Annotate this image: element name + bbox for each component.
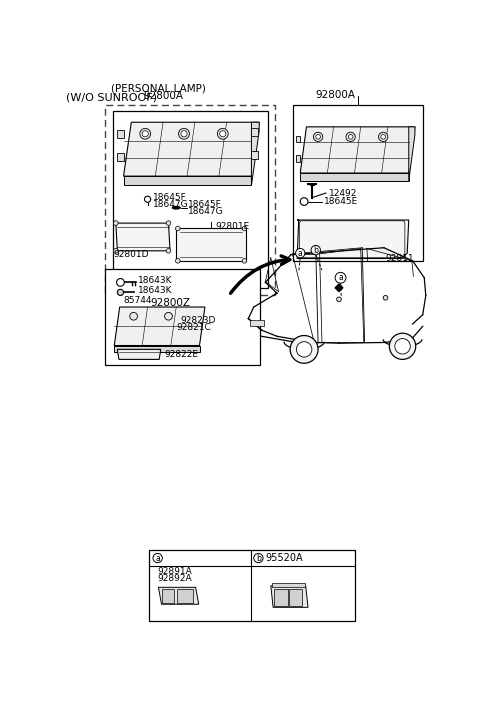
Circle shape: [220, 130, 226, 137]
Circle shape: [242, 226, 247, 231]
Circle shape: [389, 333, 416, 359]
Circle shape: [381, 135, 385, 139]
Bar: [149, 551, 355, 621]
Circle shape: [242, 259, 247, 263]
Bar: [162, 589, 174, 603]
Circle shape: [117, 290, 123, 295]
Text: 92800A: 92800A: [315, 90, 355, 100]
Polygon shape: [176, 229, 246, 261]
Circle shape: [113, 221, 118, 225]
Circle shape: [117, 278, 124, 286]
Bar: [252, 151, 258, 159]
Text: 18647G: 18647G: [153, 200, 189, 209]
Text: 18645E: 18645E: [324, 197, 358, 206]
Polygon shape: [123, 176, 252, 186]
Text: 92811: 92811: [385, 254, 414, 263]
Bar: [272, 584, 305, 587]
Bar: [105, 269, 260, 365]
Bar: [113, 110, 268, 288]
Circle shape: [379, 132, 388, 141]
Circle shape: [254, 554, 263, 563]
Circle shape: [165, 313, 172, 320]
Circle shape: [383, 295, 388, 300]
Circle shape: [166, 249, 171, 253]
Polygon shape: [114, 346, 200, 352]
Text: b: b: [256, 554, 261, 563]
Circle shape: [313, 132, 323, 141]
Text: 95520A: 95520A: [265, 553, 303, 563]
Text: 92891A: 92891A: [157, 566, 192, 576]
Circle shape: [296, 249, 305, 257]
Polygon shape: [252, 122, 259, 186]
Polygon shape: [158, 587, 199, 604]
Text: b: b: [313, 245, 318, 255]
Text: 92800Z: 92800Z: [151, 298, 191, 308]
Text: a: a: [338, 273, 343, 282]
Polygon shape: [335, 284, 343, 292]
Bar: [105, 105, 276, 295]
Text: a: a: [298, 249, 302, 257]
Polygon shape: [297, 220, 409, 259]
Polygon shape: [409, 127, 415, 181]
Text: 18643K: 18643K: [138, 275, 173, 285]
Circle shape: [316, 135, 321, 139]
Text: (PERSONAL LAMP): (PERSONAL LAMP): [111, 84, 206, 94]
Circle shape: [336, 297, 341, 302]
Text: 92821C: 92821C: [176, 323, 211, 332]
Circle shape: [140, 128, 151, 139]
Text: 12492: 12492: [329, 189, 357, 198]
Bar: [292, 105, 423, 261]
Polygon shape: [114, 307, 205, 346]
Circle shape: [130, 313, 137, 320]
Bar: [117, 153, 123, 161]
Circle shape: [153, 554, 162, 563]
Text: 18645F: 18645F: [153, 193, 187, 202]
Bar: [274, 589, 288, 606]
Text: 92801D: 92801D: [113, 250, 149, 259]
Circle shape: [346, 132, 355, 141]
Circle shape: [290, 336, 318, 364]
Text: 18647G: 18647G: [188, 207, 224, 216]
Polygon shape: [300, 173, 409, 181]
Circle shape: [142, 130, 148, 137]
Text: a: a: [155, 554, 160, 563]
Text: 92801E: 92801E: [215, 222, 249, 232]
Circle shape: [113, 249, 118, 253]
Bar: [296, 156, 300, 161]
Text: 92800A: 92800A: [143, 92, 183, 101]
Circle shape: [296, 342, 312, 357]
Bar: [177, 589, 192, 603]
Text: 92823D: 92823D: [180, 315, 216, 325]
Circle shape: [179, 128, 190, 139]
Text: 92822E: 92822E: [165, 351, 199, 359]
Circle shape: [335, 272, 346, 283]
Circle shape: [166, 221, 171, 225]
Bar: [252, 128, 258, 136]
Circle shape: [395, 338, 410, 354]
Circle shape: [176, 259, 180, 263]
Bar: [117, 130, 123, 138]
Ellipse shape: [172, 206, 181, 209]
Circle shape: [348, 135, 353, 139]
Polygon shape: [116, 223, 170, 251]
Text: 18645F: 18645F: [188, 200, 222, 209]
Circle shape: [217, 128, 228, 139]
Text: 85744: 85744: [123, 296, 152, 305]
Polygon shape: [271, 586, 308, 607]
Polygon shape: [123, 122, 259, 176]
Text: 92892A: 92892A: [157, 574, 192, 584]
Circle shape: [176, 226, 180, 231]
Polygon shape: [300, 127, 415, 173]
Text: (W/O SUNROOF): (W/O SUNROOF): [66, 93, 157, 103]
Circle shape: [311, 245, 321, 255]
Text: 18643K: 18643K: [137, 285, 172, 295]
Polygon shape: [117, 349, 161, 359]
Circle shape: [144, 196, 151, 202]
Bar: [289, 589, 302, 606]
Circle shape: [300, 198, 308, 205]
Bar: [250, 320, 264, 326]
Circle shape: [181, 130, 187, 137]
Bar: [296, 136, 300, 142]
